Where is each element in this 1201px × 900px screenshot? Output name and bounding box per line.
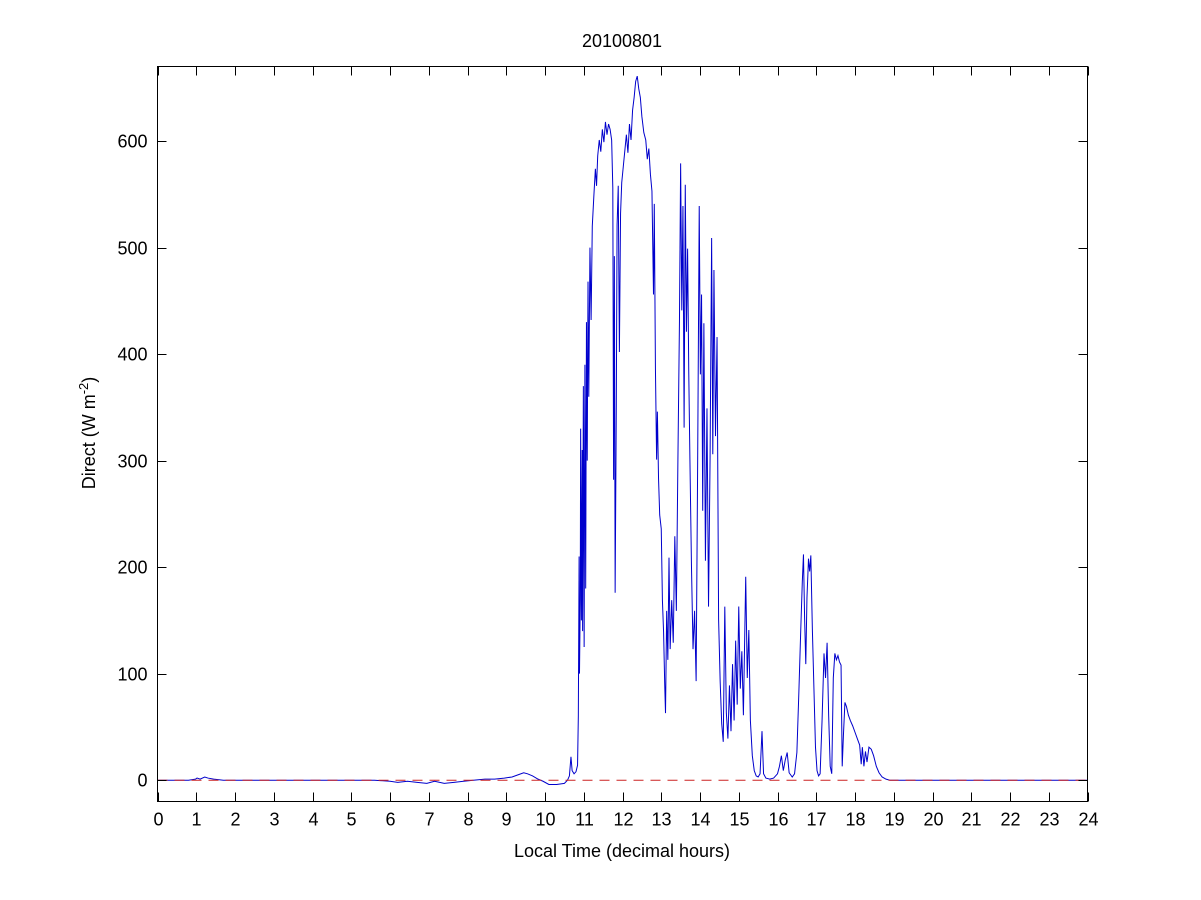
x-tick-label: 1 [191,810,201,830]
x-tick-label: 2 [230,810,240,830]
y-tick-label: 200 [117,558,147,578]
x-tick-label: 19 [884,810,904,830]
y-tick-label: 300 [117,452,147,472]
y-axis-label: Direct (W m-2) [76,377,100,490]
x-tick-label: 16 [768,810,788,830]
y-tick-label: 0 [137,771,147,791]
plot-frame [157,66,1088,802]
x-tick-label: 11 [575,810,594,830]
y-tick-label: 500 [117,239,147,259]
x-tick-label: 5 [346,810,356,830]
x-tick-label: 17 [806,810,826,830]
x-tick-label: 3 [269,810,279,830]
x-tick-label: 22 [1000,810,1020,830]
y-tick-label: 100 [117,665,147,685]
x-tick-label: 6 [385,810,395,830]
x-tick-label: 20 [923,810,943,830]
direct-irradiance-line [157,75,1088,785]
x-tick-label: 21 [961,810,981,830]
x-tick-label: 14 [690,810,710,830]
y-axis-label-text: Direct (W m [79,394,99,490]
x-tick-label: 23 [1039,810,1059,830]
y-tick-label: 400 [117,345,147,365]
x-tick-label: 18 [845,810,865,830]
x-tick-label: 9 [501,810,511,830]
x-tick-label: 24 [1078,810,1098,830]
x-tick-label: 7 [424,810,434,830]
x-tick-label: 13 [651,810,671,830]
x-tick-label: 8 [463,810,473,830]
y-tick-label: 600 [117,132,147,152]
y-axis-label-suffix: ) [79,376,99,383]
y-axis-label-superscript: -2 [76,382,91,395]
x-tick-label: 15 [729,810,749,830]
x-tick-label: 12 [613,810,633,830]
x-tick-label: 0 [153,810,163,830]
x-axis-label: Local Time (decimal hours) [513,841,731,861]
x-tick-label: 4 [308,810,318,830]
x-tick-label: 10 [535,810,555,830]
figure-title: 20100801 [581,31,663,51]
